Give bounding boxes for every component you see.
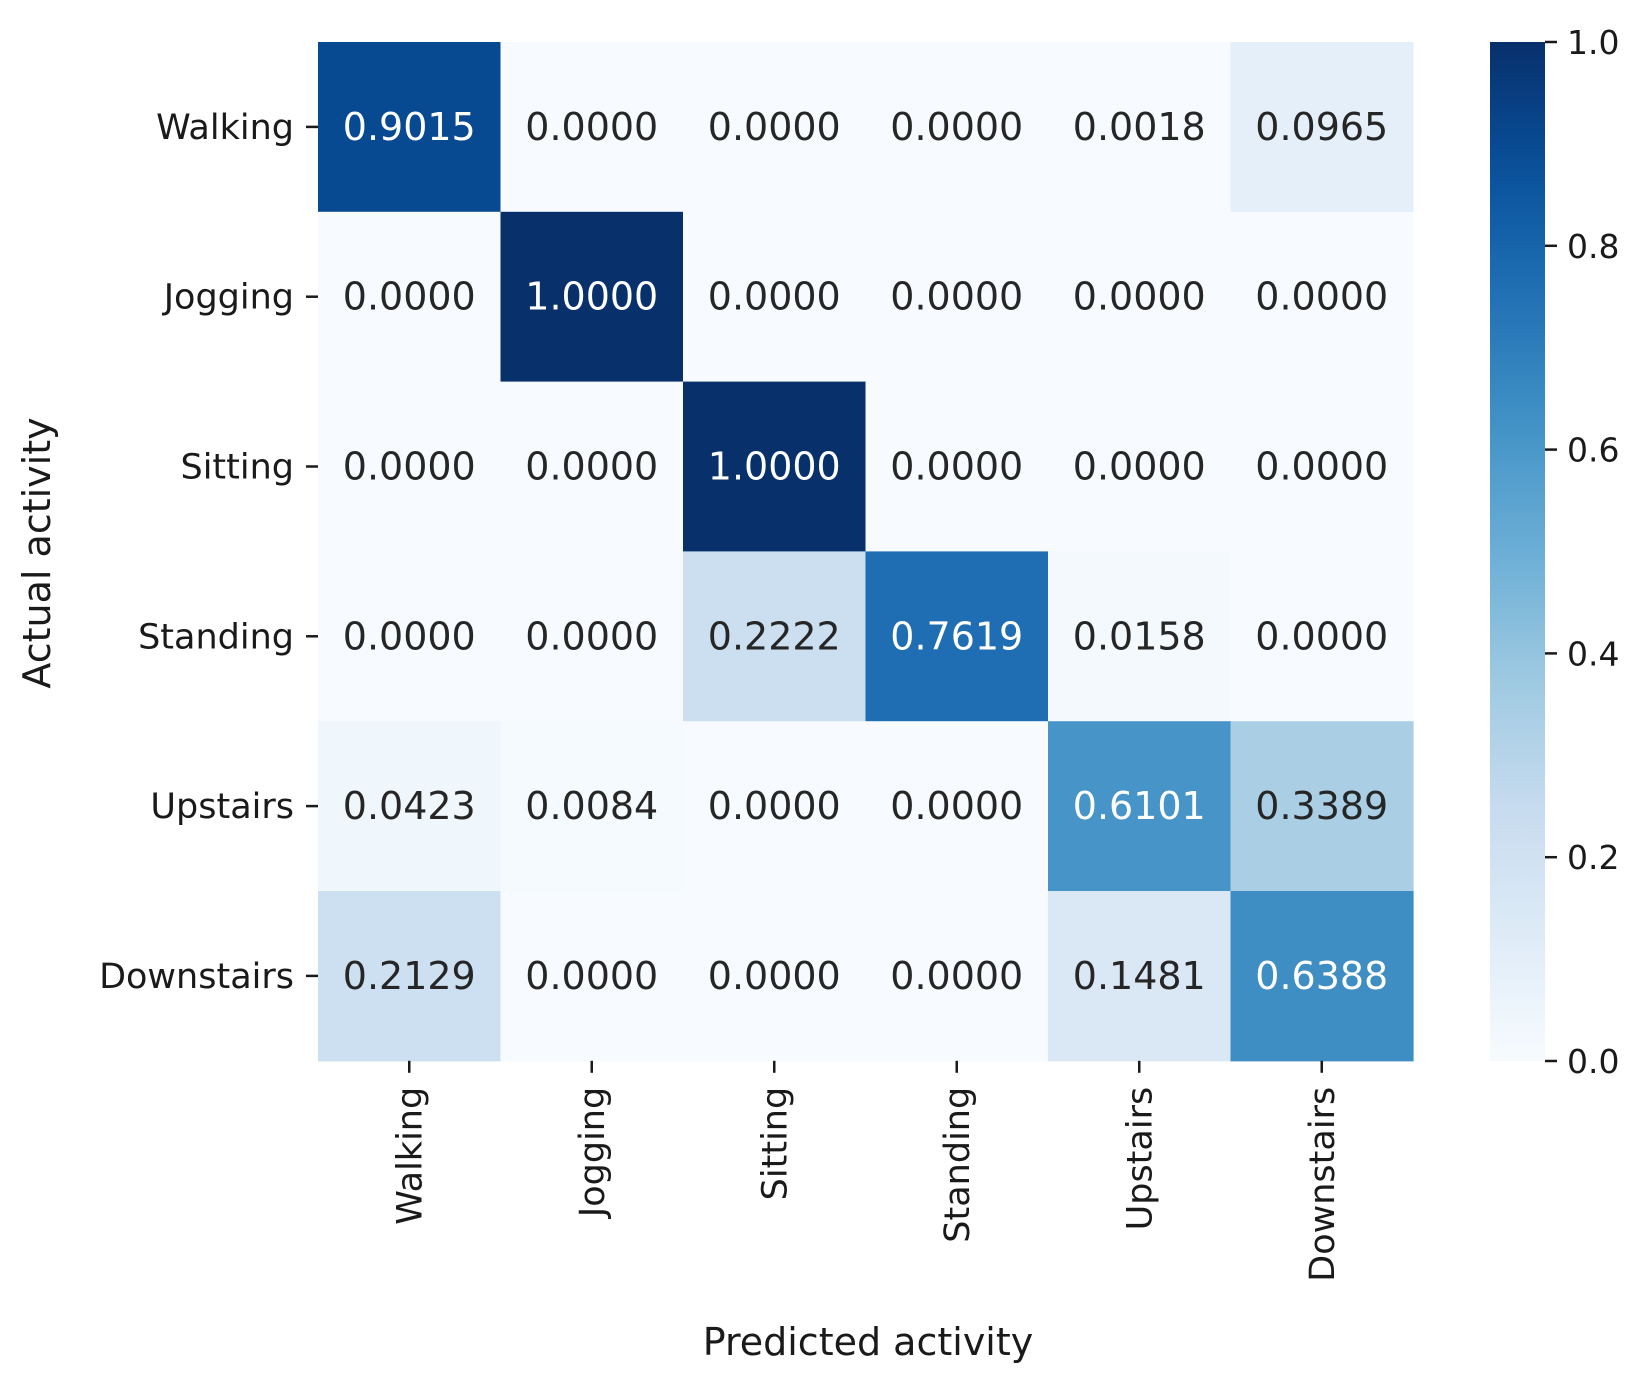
x-tick-label: Walking — [390, 1087, 430, 1225]
heatmap-cell — [865, 721, 1049, 892]
colorbar-tick-label: 0.0 — [1567, 1042, 1619, 1081]
heatmap-cell — [318, 721, 502, 892]
heatmap-cell — [318, 551, 502, 722]
y-tick-label: Downstairs — [99, 957, 294, 997]
colorbar-tick-label: 1.0 — [1567, 23, 1619, 62]
cell-value-label: 0.0423 — [343, 784, 476, 828]
cell-value-label: 0.0000 — [708, 275, 841, 319]
heatmap-cell — [865, 551, 1049, 722]
y-axis: Walking Jogging Sitting Standing Upstairs Dow… — [99, 108, 318, 997]
colorbar: 0.0 0.2 0.4 0.6 0.8 1.0 — [1490, 23, 1619, 1081]
heatmap-cell — [683, 42, 867, 213]
y-axis-title: Actual activity — [15, 417, 59, 688]
cell-value-label: 0.0000 — [890, 105, 1023, 149]
x-tick-label: Sitting — [755, 1087, 795, 1201]
heatmap-cell — [1230, 551, 1414, 722]
heatmap-cell — [1048, 551, 1232, 722]
cell-value-label: 0.0000 — [525, 614, 658, 658]
x-axis-title: Predicted activity — [703, 1320, 1034, 1364]
cell-value-label: 0.9015 — [343, 105, 476, 149]
heatmap-cell — [865, 42, 1049, 213]
colorbar-tick-label: 0.6 — [1567, 431, 1619, 470]
heatmap-cell — [1048, 211, 1232, 383]
heatmap-cells — [318, 42, 1414, 1062]
cell-value-label: 0.0000 — [525, 954, 658, 998]
y-tick-label: Jogging — [162, 278, 294, 318]
cell-value-label: 0.6101 — [1073, 784, 1206, 828]
cell-value-label: 0.0158 — [1073, 614, 1206, 658]
heatmap-cell — [1230, 211, 1414, 383]
heatmap-cell — [1230, 721, 1414, 892]
colorbar-tick-label: 0.8 — [1567, 227, 1619, 266]
heatmap-cell — [865, 211, 1049, 383]
x-tick-label: Downstairs — [1303, 1087, 1343, 1282]
heatmap-cell — [500, 42, 684, 213]
cell-value-label: 0.0000 — [1073, 445, 1206, 489]
heatmap-cell — [1230, 381, 1414, 552]
heatmap-cell-labels: 0.9015 0.0000 0.0000 0.0000 0.0018 0.0965 0.00… — [343, 105, 1388, 998]
heatmap-cell — [500, 381, 684, 552]
heatmap-cell — [500, 211, 684, 383]
x-tick-label: Jogging — [573, 1087, 613, 1219]
x-tick-label: Upstairs — [1120, 1087, 1160, 1231]
y-tick-label: Standing — [138, 617, 294, 657]
heatmap-cell — [318, 211, 502, 383]
cell-value-label: 0.0000 — [890, 784, 1023, 828]
heatmap-cell — [500, 551, 684, 722]
heatmap-cell — [318, 891, 502, 1062]
cell-value-label: 0.0000 — [890, 445, 1023, 489]
cell-value-label: 0.1481 — [1073, 954, 1206, 998]
heatmap-cell — [500, 721, 684, 892]
heatmap-cell — [683, 211, 867, 383]
cell-value-label: 0.0000 — [1255, 445, 1388, 489]
cell-value-label: 0.2129 — [343, 954, 476, 998]
cell-value-label: 0.0000 — [1255, 614, 1388, 658]
cell-value-label: 0.0000 — [1255, 275, 1388, 319]
cell-value-label: 0.0000 — [708, 784, 841, 828]
cell-value-label: 0.2222 — [708, 614, 841, 658]
heatmap-cell — [865, 381, 1049, 552]
colorbar-tick-label: 0.2 — [1567, 838, 1619, 877]
heatmap-cell — [318, 381, 502, 552]
heatmap-cell — [683, 891, 867, 1062]
heatmap-cell — [1048, 381, 1232, 552]
cell-value-label: 0.6388 — [1255, 954, 1388, 998]
cell-value-label: 0.3389 — [1255, 784, 1388, 828]
heatmap-cell — [318, 42, 502, 213]
cell-value-label: 0.0000 — [343, 275, 476, 319]
x-tick-label: Standing — [938, 1087, 978, 1243]
heatmap-cell — [1048, 721, 1232, 892]
heatmap-cell — [1048, 891, 1232, 1062]
y-tick-label: Upstairs — [150, 787, 294, 827]
heatmap-cell — [683, 721, 867, 892]
heatmap-cell — [1230, 891, 1414, 1062]
cell-value-label: 0.0000 — [525, 445, 658, 489]
heatmap-cell — [500, 891, 684, 1062]
heatmap-cell — [1230, 42, 1414, 213]
cell-value-label: 0.7619 — [890, 614, 1023, 658]
cell-value-label: 0.0000 — [1073, 275, 1206, 319]
cell-value-label: 1.0000 — [525, 275, 658, 319]
heatmap-cell — [683, 551, 867, 722]
y-tick-label: Sitting — [180, 448, 294, 488]
cell-value-label: 0.0000 — [343, 445, 476, 489]
heatmap-cell — [683, 381, 867, 552]
colorbar-tick-label: 0.4 — [1567, 634, 1619, 673]
cell-value-label: 0.0000 — [343, 614, 476, 658]
x-axis: Walking Jogging Sitting Standing Upstairs Dow… — [390, 1060, 1343, 1282]
cell-value-label: 0.0084 — [525, 784, 658, 828]
cell-value-label: 1.0000 — [708, 445, 841, 489]
cell-value-label: 0.0965 — [1255, 105, 1388, 149]
y-tick-label: Walking — [156, 108, 294, 148]
cell-value-label: 0.0000 — [708, 954, 841, 998]
cell-value-label: 0.0000 — [708, 105, 841, 149]
cell-value-label: 0.0000 — [525, 105, 658, 149]
cell-value-label: 0.0018 — [1073, 105, 1206, 149]
heatmap-cell — [1048, 42, 1232, 213]
cell-value-label: 0.0000 — [890, 954, 1023, 998]
cell-value-label: 0.0000 — [890, 275, 1023, 319]
colorbar-gradient — [1490, 42, 1545, 1061]
heatmap-cell — [865, 891, 1049, 1062]
